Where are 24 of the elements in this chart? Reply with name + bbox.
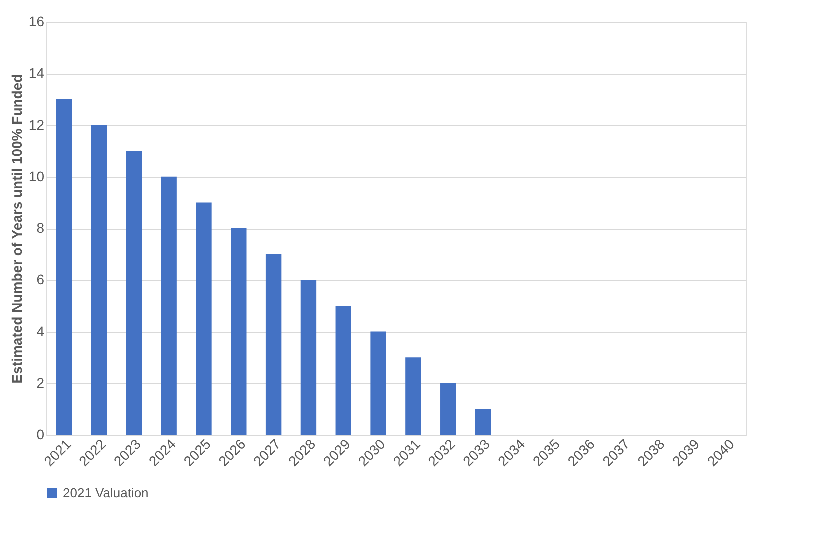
- y-tick-label: 8: [36, 220, 45, 236]
- y-axis-title: Estimated Number of Years until 100% Funded: [8, 74, 25, 384]
- bar: [231, 228, 247, 435]
- y-tick-label: 14: [28, 65, 45, 82]
- legend-label: 2021 Valuation: [63, 486, 149, 500]
- y-tick-label: 4: [36, 323, 45, 340]
- bar: [440, 383, 456, 435]
- y-tick-label: 2: [36, 374, 45, 391]
- bar: [336, 306, 352, 435]
- bar: [56, 99, 72, 435]
- y-tick-label: 10: [28, 168, 45, 184]
- bar: [300, 280, 317, 435]
- bar: [475, 409, 492, 435]
- y-tick-label: 16: [28, 14, 45, 30]
- bar: [370, 332, 386, 435]
- y-tick-label: 0: [36, 426, 45, 442]
- bar: [161, 176, 177, 435]
- bar: [126, 151, 142, 435]
- y-tick-label: 6: [36, 272, 45, 288]
- y-tick-label: 12: [28, 116, 45, 133]
- bar: [406, 358, 422, 435]
- bar: [91, 125, 108, 435]
- bar: [266, 254, 282, 435]
- bar: [196, 202, 212, 435]
